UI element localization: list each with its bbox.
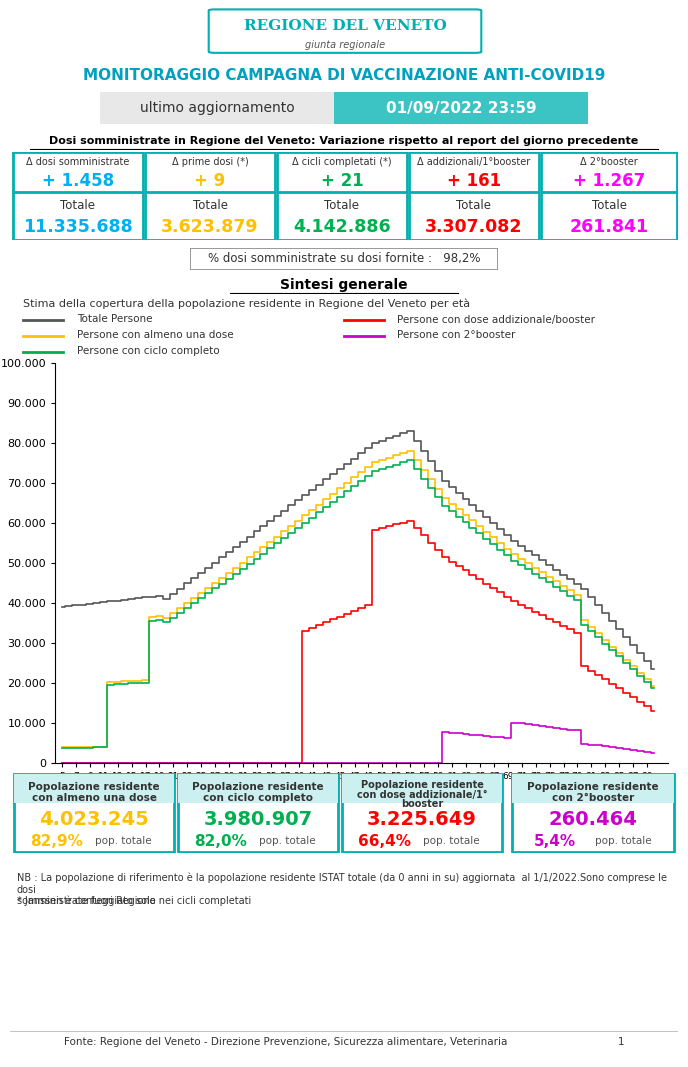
Text: 01/09/2022 23:59: 01/09/2022 23:59	[386, 100, 537, 115]
Text: ultimo aggiornamento: ultimo aggiornamento	[140, 101, 294, 115]
Text: con 2°booster: con 2°booster	[552, 793, 634, 802]
Text: + 1.267: + 1.267	[573, 172, 645, 190]
Text: booster: booster	[401, 799, 443, 809]
Text: Δ 2°booster: Δ 2°booster	[580, 157, 638, 168]
Text: Totale: Totale	[193, 198, 228, 212]
FancyBboxPatch shape	[190, 248, 498, 270]
Text: 4.023.245: 4.023.245	[39, 810, 149, 829]
Text: Popolazione residente: Popolazione residente	[527, 782, 659, 793]
Text: % dosi somministrate su dosi fornite :   98,2%: % dosi somministrate su dosi fornite : 9…	[208, 253, 480, 266]
Text: giunta regionale: giunta regionale	[305, 39, 385, 49]
Text: * Janssen è conteggiato solo nei cicli completati: * Janssen è conteggiato solo nei cicli c…	[17, 895, 251, 906]
Text: con almeno una dose: con almeno una dose	[32, 793, 156, 802]
Text: pop. totale: pop. totale	[594, 837, 652, 846]
Text: con dose addizionale/1°: con dose addizionale/1°	[356, 790, 487, 799]
Text: Δ cicli completati (*): Δ cicli completati (*)	[292, 157, 391, 168]
Text: 3.980.907: 3.980.907	[204, 810, 312, 829]
Text: Sintesi generale: Sintesi generale	[280, 278, 408, 292]
FancyBboxPatch shape	[512, 774, 674, 853]
Text: 5,4%: 5,4%	[534, 833, 576, 848]
FancyBboxPatch shape	[13, 192, 142, 239]
Text: pop. totale: pop. totale	[259, 837, 316, 846]
Text: 4.142.886: 4.142.886	[293, 218, 391, 236]
Text: Persone con 2°booster: Persone con 2°booster	[398, 331, 516, 340]
Text: Δ addizionali/1°booster: Δ addizionali/1°booster	[418, 157, 530, 168]
Text: Popolazione residente: Popolazione residente	[192, 782, 324, 793]
FancyBboxPatch shape	[342, 774, 502, 853]
FancyBboxPatch shape	[178, 774, 338, 803]
Text: Fonte: Regione del Veneto - Direzione Prevenzione, Sicurezza alimentare, Veterin: Fonte: Regione del Veneto - Direzione Pr…	[64, 1037, 624, 1047]
FancyBboxPatch shape	[342, 774, 502, 803]
Text: + 161: + 161	[447, 172, 501, 190]
FancyBboxPatch shape	[277, 192, 407, 239]
Text: 82,0%: 82,0%	[194, 833, 247, 848]
FancyBboxPatch shape	[334, 92, 588, 124]
Text: Persone con ciclo completo: Persone con ciclo completo	[77, 347, 219, 356]
Text: + 21: + 21	[321, 172, 363, 190]
Text: + 1.458: + 1.458	[42, 172, 114, 190]
Text: 3.225.649: 3.225.649	[367, 810, 477, 829]
FancyBboxPatch shape	[13, 153, 142, 192]
Text: Totale: Totale	[325, 198, 360, 212]
FancyBboxPatch shape	[409, 192, 539, 239]
Text: 11.335.688: 11.335.688	[23, 218, 133, 236]
Text: Totale: Totale	[457, 198, 491, 212]
FancyBboxPatch shape	[208, 10, 482, 53]
FancyBboxPatch shape	[14, 774, 174, 853]
Text: REGIONE DEL VENETO: REGIONE DEL VENETO	[244, 19, 447, 33]
FancyBboxPatch shape	[14, 774, 174, 803]
Text: Δ dosi somministrate: Δ dosi somministrate	[26, 157, 129, 168]
FancyBboxPatch shape	[145, 192, 275, 239]
FancyBboxPatch shape	[277, 153, 407, 192]
Text: Totale: Totale	[61, 198, 96, 212]
FancyBboxPatch shape	[145, 153, 275, 192]
Text: Δ prime dosi (*): Δ prime dosi (*)	[171, 157, 248, 168]
Text: Dosi somministrate in Regione del Veneto: Variazione rispetto al report del gior: Dosi somministrate in Regione del Veneto…	[50, 136, 638, 146]
Text: Totale: Totale	[592, 198, 627, 212]
Text: Persone con almeno una dose: Persone con almeno una dose	[77, 331, 233, 340]
Text: pop. totale: pop. totale	[95, 837, 152, 846]
Text: pop. totale: pop. totale	[423, 837, 480, 846]
Text: Popolazione residente: Popolazione residente	[361, 780, 484, 790]
FancyBboxPatch shape	[512, 774, 674, 803]
Text: MONITORAGGIO CAMPAGNA DI VACCINAZIONE ANTI-COVID19: MONITORAGGIO CAMPAGNA DI VACCINAZIONE AN…	[83, 68, 605, 83]
FancyBboxPatch shape	[541, 192, 676, 239]
Text: Totale Persone: Totale Persone	[77, 315, 152, 324]
FancyBboxPatch shape	[409, 153, 539, 192]
Text: 261.841: 261.841	[570, 218, 649, 236]
Text: Stima della copertura della popolazione residente in Regione del Veneto per età: Stima della copertura della popolazione …	[23, 299, 471, 308]
Text: Persone con dose addizionale/booster: Persone con dose addizionale/booster	[398, 315, 595, 324]
Text: + 9: + 9	[195, 172, 226, 190]
Text: Popolazione residente: Popolazione residente	[28, 782, 160, 793]
Text: 3.307.082: 3.307.082	[425, 218, 523, 236]
FancyBboxPatch shape	[541, 153, 676, 192]
Text: con ciclo completo: con ciclo completo	[203, 793, 313, 802]
FancyBboxPatch shape	[100, 92, 334, 124]
Text: NB : La popolazione di riferimento è la popolazione residente ISTAT totale (da 0: NB : La popolazione di riferimento è la …	[17, 873, 667, 906]
Text: 3.623.879: 3.623.879	[161, 218, 259, 236]
FancyBboxPatch shape	[178, 774, 338, 853]
Text: 66,4%: 66,4%	[358, 833, 411, 848]
Text: 82,9%: 82,9%	[30, 833, 83, 848]
Text: 260.464: 260.464	[548, 810, 638, 829]
